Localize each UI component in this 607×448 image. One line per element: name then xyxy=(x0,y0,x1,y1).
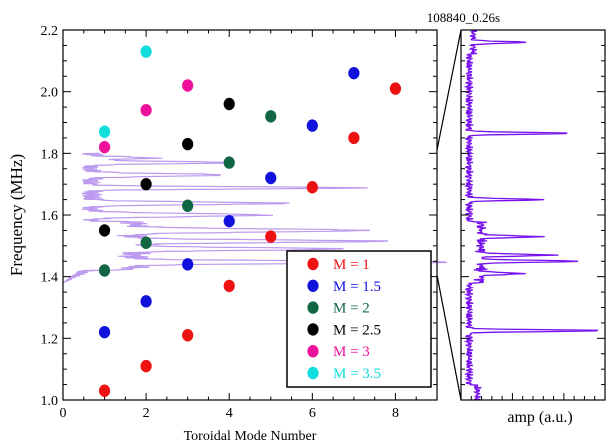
data-point xyxy=(182,329,194,342)
y-axis: 1.0 1.2 1.4 1.6 1.8 2.0 2.2 xyxy=(41,24,437,409)
data-point xyxy=(223,279,235,293)
data-point xyxy=(140,359,152,373)
chart-title: 108840_0.26s xyxy=(427,10,500,25)
data-point xyxy=(348,131,360,145)
y-axis-label: Frequency (MHz) xyxy=(7,154,26,276)
legend-marker xyxy=(307,345,319,358)
legend-marker xyxy=(307,366,319,380)
zoom-connector-top xyxy=(436,29,462,151)
x-tick-label: 6 xyxy=(309,406,316,421)
data-point xyxy=(265,230,277,243)
legend-entry: M = 1.5 xyxy=(333,279,381,295)
data-point xyxy=(348,66,360,80)
x-tick-label: 0 xyxy=(60,406,67,421)
legend: M = 1 M = 1.5 M = 2 M = 2.5 M = 3 M = 3.5 xyxy=(286,250,432,388)
spectrum-axes xyxy=(461,29,605,401)
data-point xyxy=(182,258,194,271)
legend-entry: M = 2.5 xyxy=(333,322,381,338)
y-tick-label: 2.0 xyxy=(41,86,59,101)
data-point xyxy=(223,156,235,169)
data-point xyxy=(98,264,111,277)
legend-entry: M = 1 xyxy=(333,257,370,273)
data-point xyxy=(140,45,152,58)
data-point xyxy=(223,97,235,111)
data-point xyxy=(140,103,152,117)
y-tick-label: 1.8 xyxy=(41,147,59,162)
data-point xyxy=(265,110,277,123)
legend-entry: M = 3 xyxy=(333,344,370,360)
spectrum-frame xyxy=(460,29,606,401)
data-point xyxy=(98,125,111,138)
zoom-connector-bottom xyxy=(436,274,462,401)
x-axis: 0 2 4 6 8 xyxy=(60,30,438,421)
data-point xyxy=(306,181,318,194)
x-tick-label: 4 xyxy=(226,406,233,421)
legend-marker xyxy=(307,323,319,336)
spectrum-panel xyxy=(463,29,599,401)
y-tick-label: 1.2 xyxy=(41,332,59,347)
data-point xyxy=(140,177,152,191)
data-point xyxy=(98,224,111,237)
legend-marker xyxy=(307,279,319,292)
data-point xyxy=(182,79,194,92)
data-point xyxy=(140,295,152,308)
data-point xyxy=(140,236,152,249)
legend-marker xyxy=(307,257,319,271)
data-point xyxy=(223,214,235,228)
data-point xyxy=(265,171,277,185)
data-point xyxy=(389,82,402,95)
data-point xyxy=(182,199,194,212)
x-tick-label: 8 xyxy=(392,406,399,421)
legend-marker xyxy=(307,301,319,314)
spectrum-x-label: amp (a.u.) xyxy=(507,409,572,426)
spectrum-trace xyxy=(463,29,599,401)
mode-points xyxy=(98,45,402,397)
data-point xyxy=(98,325,111,339)
data-point xyxy=(98,140,111,154)
x-axis-label: Toroidal Mode Number xyxy=(184,429,317,444)
legend-entry: M = 2 xyxy=(333,301,370,317)
legend-entry: M = 3.5 xyxy=(333,366,381,382)
data-point xyxy=(182,137,194,151)
zoom-connectors xyxy=(436,29,462,401)
data-point xyxy=(306,119,318,132)
x-tick-label: 2 xyxy=(143,406,150,421)
y-tick-label: 1.0 xyxy=(41,394,59,409)
y-tick-label: 2.2 xyxy=(41,24,59,39)
y-tick-label: 1.6 xyxy=(41,209,59,224)
y-tick-label: 1.4 xyxy=(41,271,59,286)
legend-box xyxy=(286,250,432,388)
data-point xyxy=(98,384,111,397)
